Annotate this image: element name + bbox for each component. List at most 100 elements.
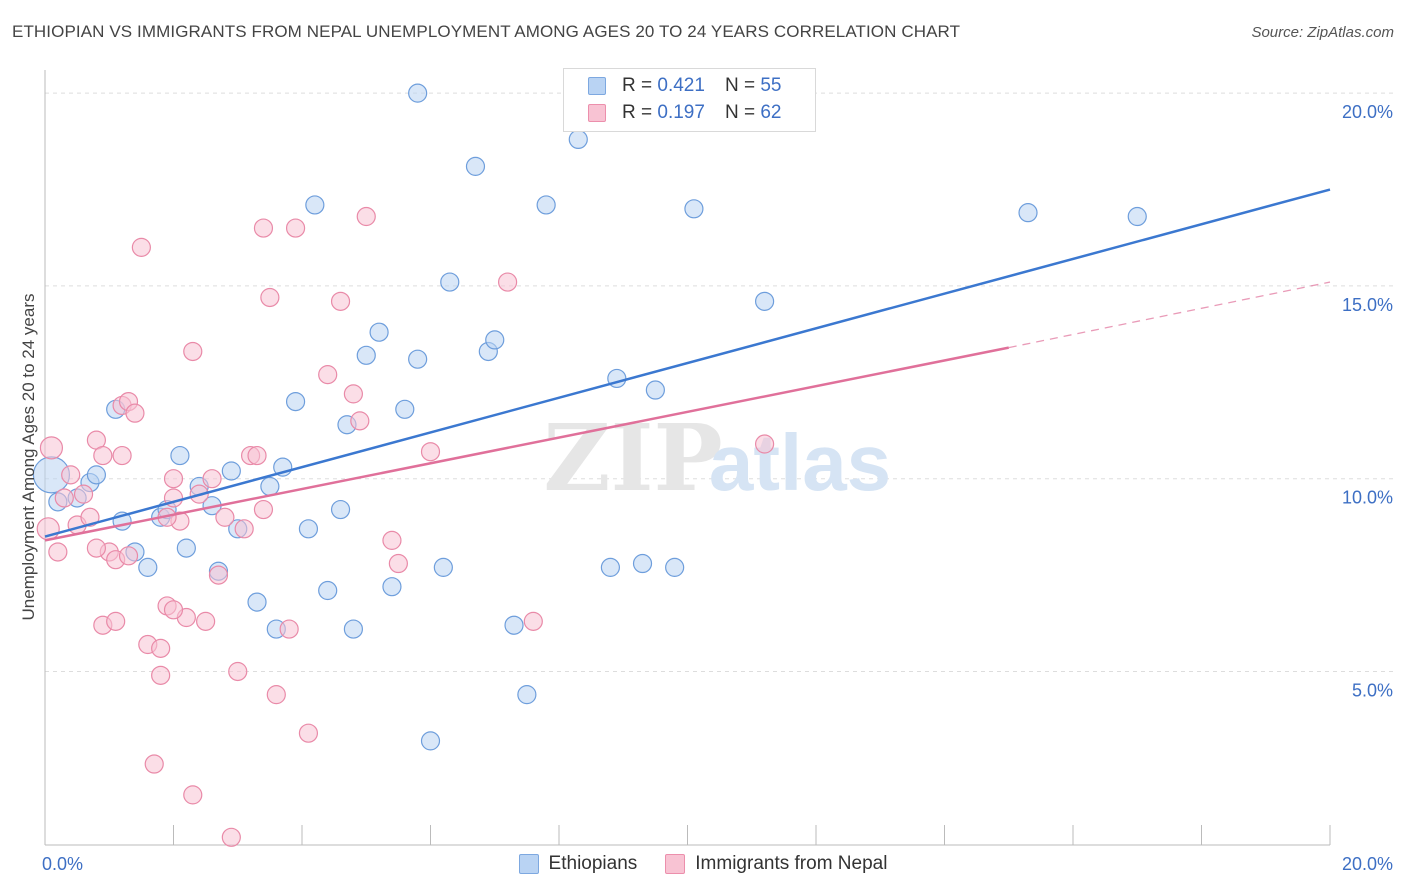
nepal-point-35 — [221, 827, 241, 847]
ethiopian-point-50 — [754, 291, 775, 311]
nepal-point-40 — [253, 218, 274, 238]
series-legend: Ethiopians Immigrants from Nepal — [0, 851, 1406, 877]
nepal-point-50 — [356, 206, 376, 227]
ethiopian-point-30 — [369, 322, 389, 342]
nepal-point-3 — [54, 488, 74, 508]
ethiopian-point-29 — [356, 345, 376, 365]
ethiopian-point-12 — [176, 538, 196, 558]
legend-item-nepal[interactable]: Immigrants from Nepal — [665, 853, 887, 875]
nepal-point-6 — [73, 484, 94, 504]
ethiopian-point-40 — [504, 615, 524, 635]
nepal-point-31 — [196, 611, 216, 631]
ethiopian-point-52 — [1127, 206, 1147, 227]
legend-item-ethiopians[interactable]: Ethiopians — [518, 853, 638, 875]
nepal-point-13 — [106, 611, 126, 631]
nepal-point-43 — [279, 619, 299, 639]
blue-swatch — [518, 854, 539, 874]
nepal-point-41 — [260, 287, 280, 308]
r-value: 0.421 — [657, 75, 705, 96]
ethiopian-point-51 — [1018, 203, 1038, 223]
nepal-point-32 — [202, 469, 222, 489]
ethiopian-point-37 — [465, 156, 486, 176]
ethiopian-point-24 — [305, 195, 325, 215]
ethiopian-point-36 — [440, 272, 460, 292]
nepal-point-49 — [350, 411, 370, 431]
n-label: N = — [724, 102, 756, 123]
nepal-point-4 — [61, 465, 81, 485]
r-value: 0.197 — [657, 102, 705, 123]
ethiopian-point-22 — [285, 391, 306, 412]
legend-row-nepal: R = 0.197 N = 62 — [588, 102, 781, 124]
tick-labels: 5.0% 10.0% 15.0% 20.0% 0.0% 20.0% — [42, 102, 1393, 874]
ethiopian-point-11 — [170, 445, 190, 466]
correlation-legend: R = 0.421 N = 55 R = 0.197 N = 62 — [563, 68, 816, 132]
n-value: 55 — [760, 75, 782, 96]
ethiopian-point-8 — [138, 557, 158, 577]
nepal-point-56 — [754, 434, 775, 454]
y-axis-label: Unemployment Among Ages 20 to 24 years — [19, 294, 38, 621]
r-label: R = — [622, 102, 653, 123]
nepal-point-58 — [86, 538, 107, 558]
nepal-point-28 — [183, 341, 203, 362]
ethiopian-point-4 — [86, 465, 107, 485]
nepal-point-14 — [112, 445, 132, 466]
x-tick-label-1: 20.0% — [1342, 854, 1393, 874]
nepal-point-34 — [215, 507, 235, 527]
y-tick-label-3: 20.0% — [1342, 102, 1393, 122]
nepal-point-48 — [343, 384, 363, 404]
nepal-point-39 — [247, 445, 267, 466]
watermark: ZIP atlas — [543, 404, 891, 512]
blue-swatch — [588, 77, 606, 95]
nepal-point-60 — [163, 600, 184, 620]
ethiopian-point-31 — [382, 577, 402, 597]
nepal-point-17 — [125, 403, 145, 423]
ethiopian-point-26 — [330, 499, 351, 520]
ethiopian-point-28 — [343, 619, 363, 639]
legend-label: Ethiopians — [548, 853, 638, 874]
nepal-point-44 — [285, 218, 306, 238]
chart-title: ETHIOPIAN VS IMMIGRANTS FROM NEPAL UNEMP… — [12, 22, 961, 41]
nepal-point-7 — [80, 507, 100, 527]
trend-lines — [44, 188, 1331, 542]
ethiopian-point-39 — [485, 330, 505, 350]
y-tick-label-0: 5.0% — [1352, 680, 1393, 700]
ethiopian-point-23 — [298, 519, 319, 539]
nepal-point-55 — [523, 611, 543, 631]
ethiopian-point-46 — [632, 553, 653, 574]
nepal-point-9 — [93, 445, 113, 466]
nepal-point-25 — [163, 469, 184, 489]
grid-lines — [45, 92, 1395, 672]
ethiopian-point-35 — [433, 557, 453, 577]
ethiopian-trend-line — [44, 188, 1331, 538]
nepal-point-51 — [382, 530, 402, 550]
source-credit: Source: ZipAtlas.com — [1251, 24, 1394, 41]
nepal-point-54 — [498, 272, 518, 292]
nepal-trend-line — [44, 346, 1009, 542]
legend-label: Immigrants from Nepal — [695, 853, 888, 874]
ethiopian-point-32 — [395, 399, 415, 419]
ethiopian-point-41 — [517, 685, 537, 705]
nepal-point-20 — [144, 754, 164, 774]
nepal-point-53 — [420, 442, 441, 462]
y-tick-label-1: 10.0% — [1342, 488, 1393, 508]
nepal-point-1 — [39, 436, 64, 460]
ethiopian-point-18 — [247, 592, 267, 612]
nepal-point-18 — [131, 237, 151, 257]
pink-swatch — [588, 104, 606, 122]
nepal-point-36 — [228, 661, 248, 682]
n-value: 62 — [760, 102, 782, 123]
nepal-point-21 — [151, 638, 171, 658]
ethiopian-point-44 — [600, 557, 621, 577]
nepal-point-42 — [266, 685, 286, 705]
nepal-point-45 — [298, 723, 319, 743]
ethiopian-point-49 — [684, 199, 704, 219]
watermark-atlas: atlas — [709, 418, 891, 507]
ethiopian-point-53 — [408, 83, 428, 103]
watermark-zip: ZIP — [543, 404, 722, 512]
nepal-point-52 — [388, 553, 408, 574]
ethiopian-point-33 — [408, 349, 428, 369]
nepal-point-2 — [48, 542, 68, 562]
ethiopian-point-47 — [645, 380, 665, 400]
ethiopian-point-34 — [420, 731, 441, 751]
